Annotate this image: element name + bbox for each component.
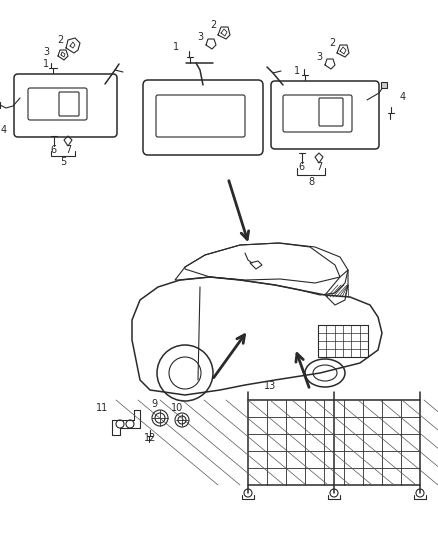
Text: 13: 13	[264, 381, 276, 391]
Text: 6: 6	[50, 145, 56, 155]
Polygon shape	[381, 82, 387, 88]
Text: 11: 11	[96, 403, 108, 413]
Text: 4: 4	[400, 92, 406, 102]
Text: 3: 3	[43, 47, 49, 57]
Text: 3: 3	[197, 32, 203, 42]
Text: 9: 9	[151, 399, 157, 409]
Text: 4: 4	[1, 125, 7, 135]
Text: 8: 8	[308, 177, 314, 187]
Text: 2: 2	[57, 35, 63, 45]
Text: 10: 10	[171, 403, 183, 413]
Text: 6: 6	[298, 162, 304, 172]
Text: 2: 2	[210, 20, 216, 30]
Text: 7: 7	[65, 145, 71, 155]
Text: 1: 1	[294, 66, 300, 76]
Text: 12: 12	[144, 433, 156, 443]
Text: 7: 7	[316, 162, 322, 172]
Text: 2: 2	[329, 38, 335, 48]
Text: 1: 1	[173, 42, 179, 52]
Text: 5: 5	[60, 157, 66, 167]
Text: 1: 1	[43, 59, 49, 69]
Text: 3: 3	[316, 52, 322, 62]
